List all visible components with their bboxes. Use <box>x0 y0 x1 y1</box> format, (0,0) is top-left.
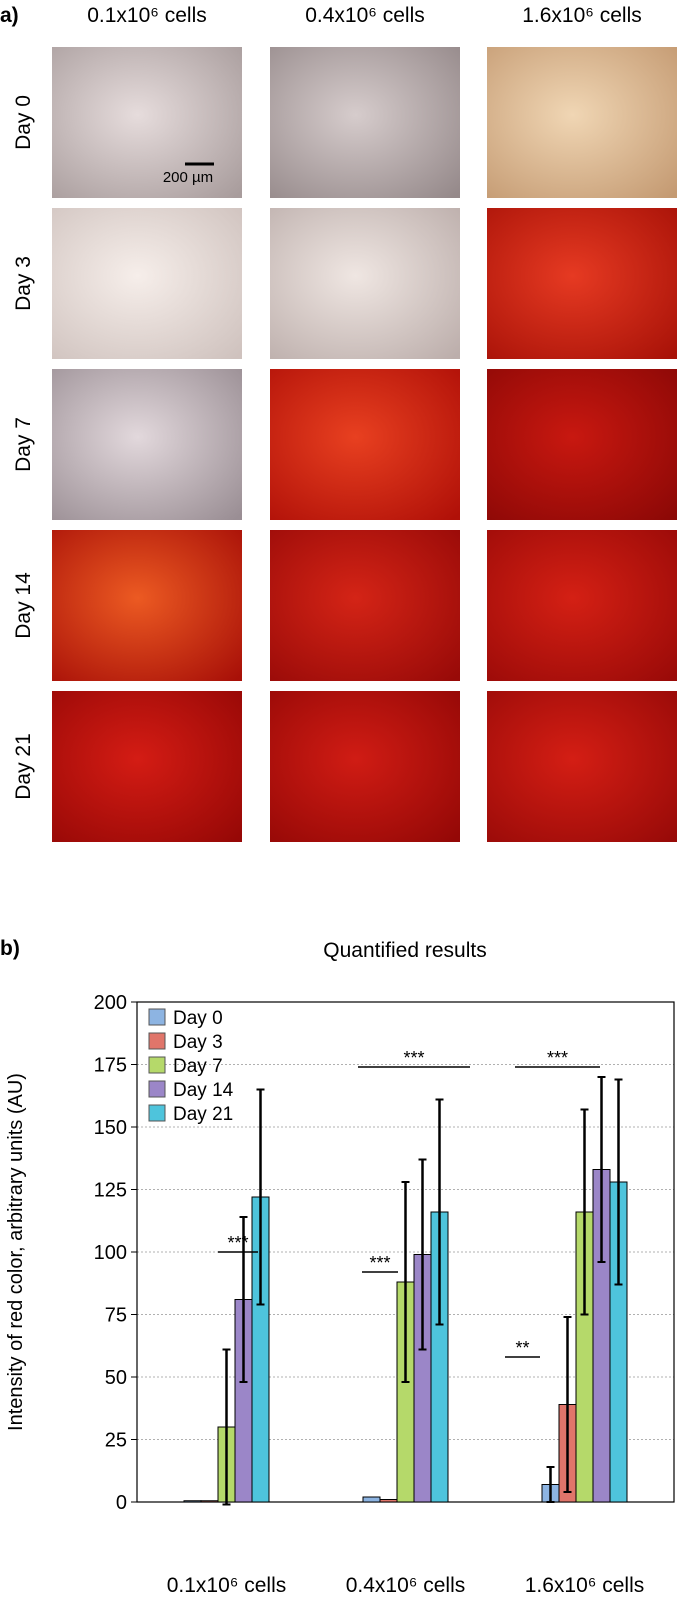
significance-label: *** <box>369 1253 390 1273</box>
significance-label: ** <box>515 1338 529 1358</box>
row-label: Day 0 <box>12 95 35 150</box>
y-tick-label: 150 <box>94 1117 127 1139</box>
legend-label: Day 7 <box>173 1056 223 1077</box>
row-label: Day 14 <box>12 572 35 639</box>
micrograph <box>270 530 460 681</box>
y-tick-label: 125 <box>94 1180 127 1202</box>
row-label: Day 21 <box>12 733 35 800</box>
column-header: 0.1x10⁶ cells <box>87 4 207 27</box>
micrograph <box>270 208 460 359</box>
y-tick-label: 175 <box>94 1055 127 1077</box>
panel-label: a) <box>0 4 19 27</box>
y-tick-label: 200 <box>94 992 127 1014</box>
micrograph <box>487 691 677 842</box>
bar <box>379 1499 398 1503</box>
legend-swatch <box>148 1032 166 1050</box>
micrograph <box>487 369 677 520</box>
column-header: 1.6x10⁶ cells <box>522 4 642 27</box>
x-tick-label: 0.1x10⁶ cells <box>167 1574 287 1597</box>
significance-label: *** <box>227 1233 248 1253</box>
significance-label: *** <box>547 1048 568 1068</box>
y-tick-label: 100 <box>94 1242 127 1264</box>
legend-swatch <box>148 1080 166 1098</box>
micrograph <box>52 369 242 520</box>
scale-bar-label: 200 µm <box>163 169 213 186</box>
legend-swatch <box>148 1056 166 1074</box>
x-tick-label: 1.6x10⁶ cells <box>525 1574 645 1597</box>
bar <box>183 1500 202 1503</box>
panel-label: b) <box>0 937 20 960</box>
y-axis-label: Intensity of red color, arbitrary units … <box>5 1073 27 1431</box>
bar <box>200 1500 219 1503</box>
micrograph <box>487 208 677 359</box>
micrograph <box>52 208 242 359</box>
legend-swatch <box>148 1008 166 1026</box>
significance-label: *** <box>403 1048 424 1068</box>
legend-label: Day 0 <box>173 1008 223 1029</box>
y-tick-label: 0 <box>116 1492 127 1514</box>
legend-swatch <box>148 1104 166 1122</box>
micrograph <box>52 691 242 842</box>
legend-label: Day 14 <box>173 1080 234 1101</box>
column-header: 0.4x10⁶ cells <box>305 4 425 27</box>
micrograph <box>52 530 242 681</box>
legend-label: Day 21 <box>173 1104 233 1125</box>
chart-title: Quantified results <box>323 939 486 962</box>
micrograph <box>270 47 460 198</box>
bar <box>362 1496 381 1503</box>
y-tick-label: 50 <box>105 1367 127 1389</box>
row-label: Day 7 <box>12 417 35 472</box>
micrograph <box>270 691 460 842</box>
y-tick-label: 75 <box>105 1305 127 1327</box>
micrograph <box>270 369 460 520</box>
legend-label: Day 3 <box>173 1032 223 1053</box>
x-tick-label: 0.4x10⁶ cells <box>346 1574 466 1597</box>
micrograph <box>487 47 677 198</box>
y-tick-label: 25 <box>105 1430 127 1452</box>
micrograph <box>487 530 677 681</box>
micrograph <box>52 47 242 198</box>
row-label: Day 3 <box>12 256 35 311</box>
